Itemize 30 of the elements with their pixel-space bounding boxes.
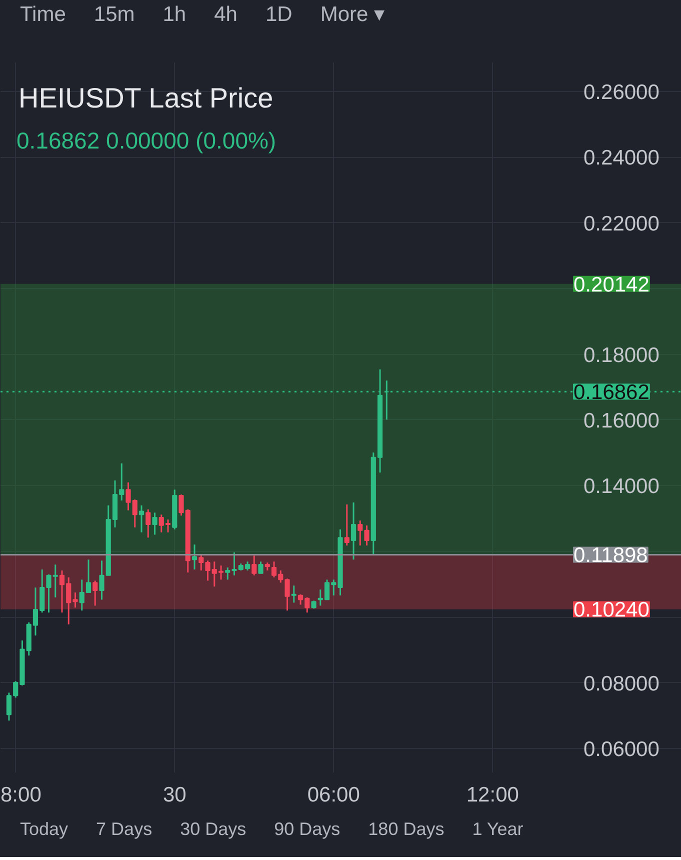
- x-tick-label: 06:00: [307, 784, 360, 806]
- ref-line-label: 0.11898: [574, 544, 648, 568]
- y-tick-label: 0.16000: [584, 409, 660, 432]
- text: 0.16862 0.00000 (0.00%): [16, 128, 276, 154]
- text: 90 Days: [274, 819, 340, 839]
- text: 1 Year: [472, 819, 524, 839]
- band-label: 0.10240: [574, 598, 650, 622]
- text: Time: [20, 3, 66, 26]
- x-tick-label: 30: [162, 784, 186, 806]
- text: 7 Days: [96, 819, 152, 839]
- text: 30 Days: [180, 819, 246, 839]
- y-tick-label: 0.26000: [584, 80, 660, 104]
- text: 180 Days: [368, 819, 444, 839]
- text: 15m: [94, 3, 135, 26]
- text: 4h: [214, 3, 238, 26]
- text: HEIUSDT Last Price: [18, 82, 274, 114]
- ref-line-label: 0.16862: [574, 381, 650, 404]
- text: Today: [20, 819, 68, 839]
- y-tick-label: 0.14000: [584, 475, 660, 498]
- y-tick-label: 0.24000: [584, 146, 660, 170]
- x-tick-label: 12:00: [466, 784, 519, 806]
- text: More ▾: [320, 3, 386, 26]
- band-label: 0.20142: [574, 273, 650, 296]
- text: 1D: [265, 3, 292, 26]
- y-tick-label: 0.22000: [584, 212, 660, 236]
- x-tick-label: 8:00: [0, 784, 42, 806]
- text: 1h: [162, 3, 186, 26]
- y-tick-label: 0.06000: [584, 738, 660, 762]
- y-tick-label: 0.08000: [584, 672, 660, 696]
- y-tick-label: 0.18000: [584, 344, 660, 367]
